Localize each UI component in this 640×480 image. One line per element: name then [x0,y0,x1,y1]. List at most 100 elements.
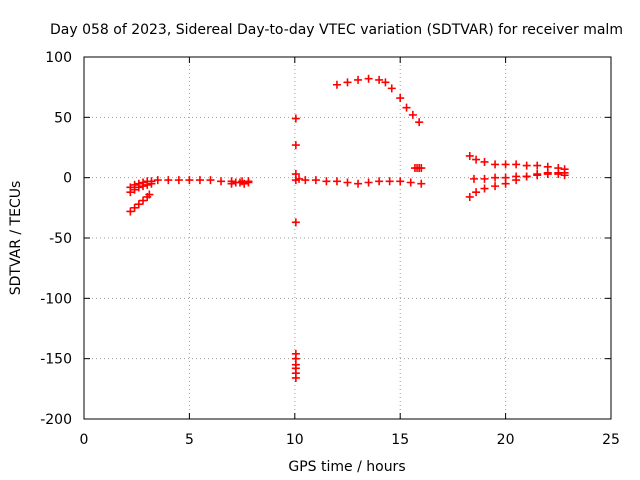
y-tick-label: -150 [40,352,72,368]
x-tick-label: 15 [391,432,409,448]
data-point [472,155,481,164]
data-point [512,160,521,169]
y-tick-label: -100 [40,291,72,307]
data-point [522,172,531,181]
data-point [417,179,426,188]
data-point [195,176,204,185]
data-point [130,203,139,212]
data-point [164,176,173,185]
series-spike-10h [291,114,300,382]
x-tick-label: 25 [602,432,620,448]
y-axis: 100 50 0 -50 -100 -150 -200 [40,50,611,428]
data-point [134,183,143,192]
series-track-b-flat [295,174,426,188]
y-tick-label: -200 [40,412,72,428]
series-track-c-top [465,151,569,174]
data-point [311,176,320,185]
data-point [472,188,481,197]
data-point [139,182,148,191]
y-axis-label: SDTVAR / TECUs [8,181,24,296]
data-point [375,75,384,84]
data-point [501,160,510,169]
data-point [291,141,300,150]
data-point [364,74,373,83]
data-point [322,177,331,186]
data-point [301,176,310,185]
data-point [295,174,304,183]
data-point [332,80,341,89]
data-point [402,103,411,112]
data-point [147,179,156,188]
data-point [139,196,148,205]
gridlines [84,57,611,419]
series-track-c-mid [469,170,569,183]
data-point [491,182,500,191]
data-point [332,177,341,186]
series-track-c-low [465,168,569,201]
plot-frame [83,56,612,420]
y-tick-label: 100 [45,50,72,66]
data-point [408,110,417,119]
data-point [387,84,396,93]
x-tick-label: 5 [185,432,194,448]
data-point [240,179,249,188]
series-track-a-tail [227,178,253,188]
x-tick-label: 20 [497,432,515,448]
data-point [417,164,426,173]
y-tick-label: 0 [63,171,72,187]
data-point [501,179,510,188]
series-track-a-lower [126,190,154,216]
data-point [126,207,135,216]
data-point [491,160,500,169]
series-track-b-arc [332,74,424,127]
data-point [480,184,489,193]
data-point [512,176,521,185]
data-point [134,200,143,209]
data-points [126,74,569,382]
data-point [153,176,162,185]
data-point [522,161,531,170]
data-point [145,190,154,199]
y-tick-label: -50 [49,231,72,247]
data-point [385,177,394,186]
data-point [533,161,542,170]
x-axis: 0 5 10 15 20 25 [80,57,620,448]
data-point [244,178,253,187]
data-point [560,168,569,177]
data-point [185,176,194,185]
data-point [364,178,373,187]
data-point [291,218,300,227]
data-point [480,174,489,183]
x-tick-label: 0 [80,432,89,448]
data-point [126,188,135,197]
data-point [396,177,405,186]
data-point [130,185,139,194]
chart-title: Day 058 of 2023, Sidereal Day-to-day VTE… [50,22,623,38]
data-point [415,118,424,127]
data-point [533,170,542,179]
series-track-a-mid [126,179,156,197]
data-point [480,157,489,166]
data-point [291,114,300,123]
data-point [343,78,352,87]
data-point [291,373,300,382]
x-axis-label: GPS time / hours [288,459,405,475]
data-point [143,180,152,189]
data-point [406,178,415,187]
data-point [235,178,244,187]
series-track-b-short [410,164,426,173]
data-point [491,173,500,182]
data-point [469,174,478,183]
y-tick-label: 50 [54,110,72,126]
data-point [174,176,183,185]
x-tick-label: 10 [286,432,304,448]
data-point [343,178,352,187]
data-point [543,168,552,177]
data-point [381,78,390,87]
data-point [465,192,474,201]
data-point [354,179,363,188]
data-point [375,177,384,186]
data-point [227,179,236,188]
data-point [354,75,363,84]
